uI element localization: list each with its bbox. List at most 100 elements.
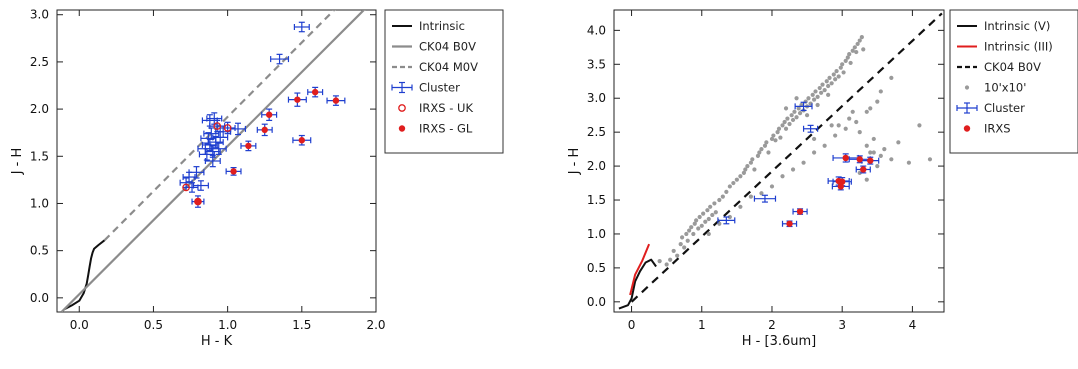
x-tick-label: 2.0 xyxy=(366,318,385,332)
field-star-point xyxy=(819,90,824,95)
field-star-point xyxy=(833,133,838,138)
field-star-point xyxy=(780,123,785,128)
ck04-b0v-line xyxy=(60,10,366,312)
field-star-point xyxy=(710,212,715,218)
irxs-point xyxy=(838,178,846,185)
field-star-point xyxy=(812,136,817,142)
irxs-uk-point xyxy=(182,183,190,192)
x-tick-label: 3 xyxy=(838,318,846,332)
field-star-point xyxy=(689,225,694,230)
y-tick-label: 0.5 xyxy=(30,244,49,258)
field-star-point xyxy=(769,136,775,142)
irxs-point xyxy=(867,157,874,164)
cluster-point xyxy=(293,21,310,33)
legend-label: CK04 M0V xyxy=(419,60,478,74)
field-star-point xyxy=(836,123,841,128)
irxs-point xyxy=(245,142,252,150)
field-star-point xyxy=(757,150,762,155)
field-star-point xyxy=(713,210,718,215)
legend-swatch-dot xyxy=(963,125,971,132)
ck04-m0v-line xyxy=(103,10,336,242)
x-axis-title: H - K xyxy=(201,334,233,349)
cluster-point xyxy=(192,180,209,191)
y-tick-label: 1.0 xyxy=(30,196,49,210)
cluster-point xyxy=(270,53,290,65)
field-star-point xyxy=(810,92,815,97)
y-tick-label: 0.0 xyxy=(30,291,49,305)
field-star-point xyxy=(762,143,768,148)
field-star-point xyxy=(875,163,880,169)
intrinsic-line xyxy=(63,239,106,311)
field-star-point xyxy=(743,167,748,172)
field-star-point xyxy=(794,96,799,101)
x-tick-label: 4 xyxy=(909,318,917,332)
field-star-point xyxy=(738,174,743,179)
field-star-point xyxy=(748,194,754,199)
legend-label: Cluster xyxy=(419,81,460,95)
field-star-point xyxy=(833,77,838,82)
field-star-point xyxy=(859,35,864,40)
cluster-point xyxy=(802,124,819,133)
right-panel: 0 1 2 3 4 0.0 0.5 1.0 1.5 2.0 2.5 3.0 3.5 4.0 H - [3.6… xyxy=(567,9,1078,349)
field-star-point xyxy=(834,68,839,74)
y-tick-label: 2.5 xyxy=(587,125,606,139)
field-star-point xyxy=(741,170,746,175)
y-tick-label: 3.5 xyxy=(587,57,606,71)
field-star-point xyxy=(896,140,901,145)
field-star-point xyxy=(847,116,852,121)
x-tick-label: 0 xyxy=(628,318,636,332)
field-star-point xyxy=(822,87,827,93)
cluster-point xyxy=(717,216,736,225)
field-star-point xyxy=(776,126,782,131)
field-star-point xyxy=(827,75,832,80)
field-star-point xyxy=(917,123,922,128)
field-star-point xyxy=(775,130,780,135)
legend-label: CK04 B0V xyxy=(419,40,476,54)
field-star-point xyxy=(706,216,711,222)
field-star-point xyxy=(826,83,831,89)
field-star-point xyxy=(843,58,848,63)
x-tick-label: 0.5 xyxy=(144,318,163,332)
legend-label: 10'x10' xyxy=(984,81,1026,95)
field-star-point xyxy=(927,157,933,162)
field-star-point xyxy=(875,99,880,104)
field-star-point xyxy=(675,253,680,258)
field-star-point xyxy=(864,109,869,114)
legend-label: Cluster xyxy=(984,101,1025,115)
field-star-point xyxy=(868,150,873,155)
field-star-point xyxy=(783,106,789,111)
intrinsic-v-line xyxy=(618,258,657,310)
field-star-point xyxy=(836,74,841,79)
x-tick-label: 1.0 xyxy=(218,318,237,332)
field-star-point xyxy=(727,214,732,220)
field-star-point xyxy=(854,119,859,125)
field-star-point xyxy=(850,109,855,114)
field-star-point xyxy=(829,123,834,128)
field-star-point xyxy=(831,72,836,77)
field-star-point xyxy=(680,235,685,240)
field-star-point xyxy=(806,96,811,101)
field-star-point xyxy=(815,102,820,108)
y-axis-title: J - H xyxy=(10,148,25,176)
y-tick-label: 3.0 xyxy=(587,91,606,105)
field-star-point xyxy=(840,62,845,67)
field-star-point xyxy=(906,160,911,165)
field-star-point xyxy=(857,130,862,135)
field-star-point xyxy=(778,135,783,140)
cluster-point xyxy=(753,194,777,203)
field-star-point xyxy=(759,191,764,196)
field-star-point xyxy=(787,121,792,127)
field-star-point xyxy=(731,180,736,186)
field-star-point xyxy=(857,38,862,43)
field-star-point xyxy=(789,113,794,118)
irxs-point xyxy=(332,97,340,104)
field-star-point xyxy=(845,55,850,60)
y-tick-label: 2.0 xyxy=(30,102,49,116)
irxs-point xyxy=(265,111,273,118)
field-star-point xyxy=(864,143,869,148)
y-tick-label: 2.0 xyxy=(587,159,606,173)
legend-swatch-dot xyxy=(964,85,970,90)
field-star-point xyxy=(782,119,787,125)
field-star-point xyxy=(682,245,687,250)
